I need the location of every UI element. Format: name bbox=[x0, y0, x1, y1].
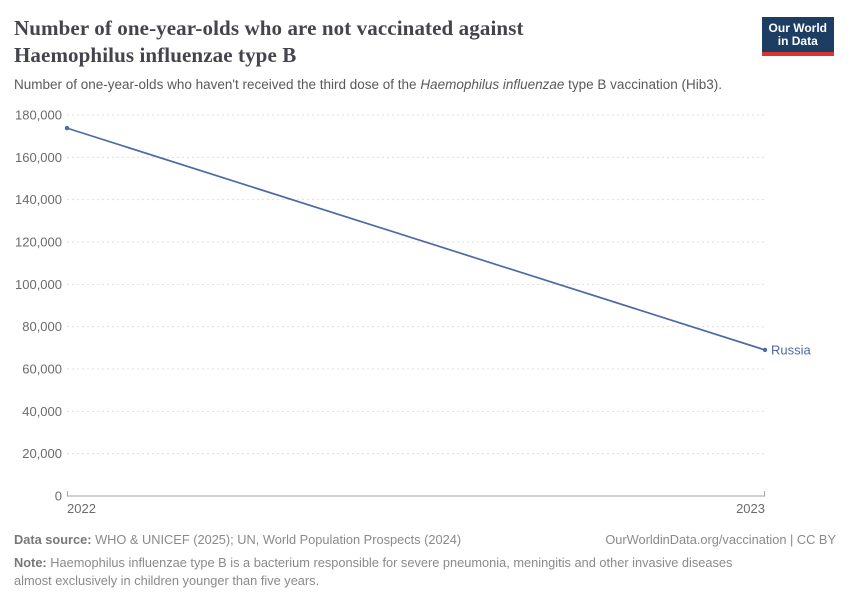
owid-logo-line1: Our World bbox=[768, 21, 827, 35]
owid-logo[interactable]: Our World in Data bbox=[761, 17, 834, 56]
data-source-value: WHO & UNICEF (2025); UN, World Populatio… bbox=[91, 532, 462, 547]
subtitle-italic-term: Haemophilus influenzae bbox=[420, 77, 565, 92]
footer-source-row: Data source: WHO & UNICEF (2025); UN, Wo… bbox=[14, 532, 836, 547]
note-text: Haemophilus influenzae type B is a bacte… bbox=[14, 555, 733, 588]
y-axis-tick-label: 60,000 bbox=[22, 362, 62, 377]
y-axis-tick-label: 20,000 bbox=[22, 446, 62, 461]
footer-note: Note: Haemophilus influenzae type B is a… bbox=[14, 554, 744, 590]
y-axis-tick-label: 160,000 bbox=[15, 150, 62, 165]
y-axis-tick-label: 0 bbox=[55, 489, 62, 504]
note-label: Note: bbox=[14, 555, 47, 570]
y-axis-tick-label: 140,000 bbox=[15, 192, 62, 207]
y-axis-tick-label: 180,000 bbox=[15, 108, 62, 123]
y-axis-tick-label: 40,000 bbox=[22, 404, 62, 419]
series-point-russia[interactable] bbox=[64, 125, 70, 131]
x-axis-tick-label: 2023 bbox=[736, 501, 765, 516]
y-axis-tick-label: 100,000 bbox=[15, 277, 62, 292]
chart-subtitle: Number of one-year-olds who haven't rece… bbox=[14, 77, 814, 92]
chart-title: Number of one-year-olds who are not vacc… bbox=[14, 16, 524, 67]
x-axis-tick-label: 2022 bbox=[67, 501, 96, 516]
subtitle-suffix: type B vaccination (Hib3). bbox=[564, 77, 722, 92]
line-chart-canvas[interactable]: 0 20,000 40,000 60,000 80,000 100,000 120,000 1… bbox=[0, 100, 850, 530]
y-axis-tick-label: 120,000 bbox=[15, 235, 62, 250]
data-source-text: Data source: WHO & UNICEF (2025); UN, Wo… bbox=[14, 532, 461, 547]
data-source-label: Data source: bbox=[14, 532, 92, 547]
owid-logo-line2: in Data bbox=[777, 34, 818, 48]
license-link[interactable]: OurWorldinData.org/vaccination | CC BY bbox=[605, 532, 836, 547]
series-point-russia[interactable] bbox=[762, 347, 768, 353]
series-line-russia[interactable] bbox=[66, 127, 766, 351]
y-axis-tick-label: 80,000 bbox=[22, 319, 62, 334]
entity-label-russia[interactable]: Russia bbox=[771, 342, 812, 357]
subtitle-prefix: Number of one-year-olds who haven't rece… bbox=[14, 77, 421, 92]
